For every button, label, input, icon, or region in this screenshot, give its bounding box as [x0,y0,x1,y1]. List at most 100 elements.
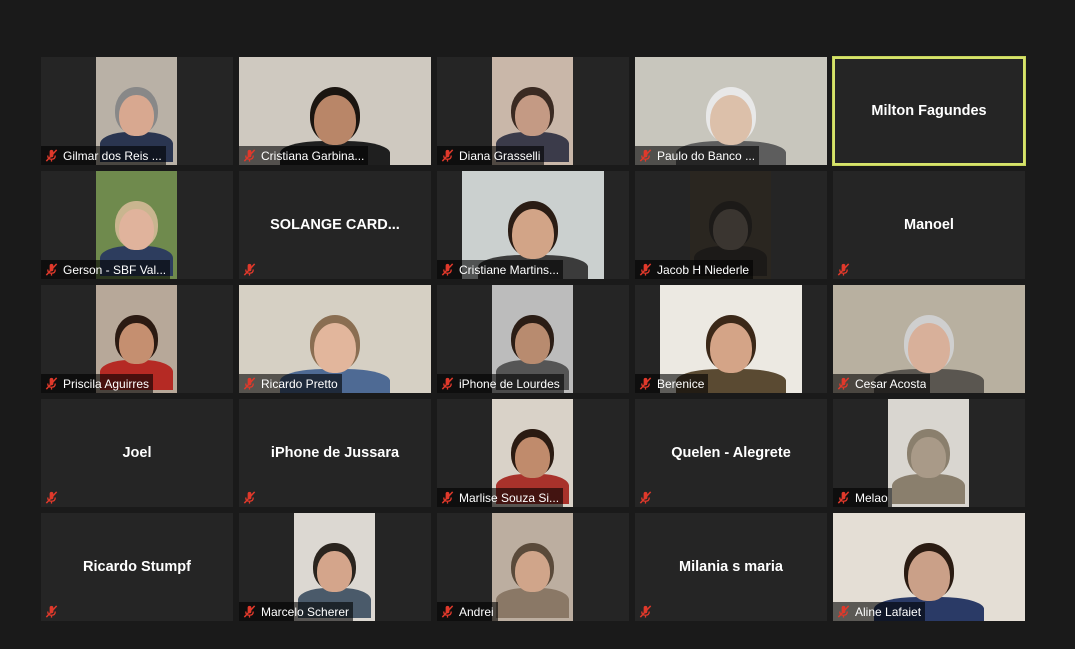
participant-name-label: Andrei [437,602,498,621]
participant-tile-milania-s-maria[interactable]: Milania s maria [635,513,827,621]
participant-tile-iphone-de-jussara[interactable]: iPhone de Jussara [239,399,431,507]
participant-name: Cristiane Martins... [459,262,560,277]
muted-mic-icon [837,605,850,618]
participant-tile-marcelo-scherer[interactable]: Marcelo Scherer [239,513,431,621]
participant-tile-andrei[interactable]: Andrei [437,513,629,621]
participant-tile-melao[interactable]: Melao [833,399,1025,507]
participant-tile-berenice[interactable]: Berenice [635,285,827,393]
participant-name-label: Melao [833,488,892,507]
participant-face [314,95,356,146]
participant-name-label: Cristiane Martins... [437,260,564,279]
participant-name-label: Marcelo Scherer [239,602,354,621]
participant-mute-indicator [635,602,661,621]
participant-mute-indicator [41,488,67,507]
participant-display-name: SOLANGE CARD... [270,217,400,233]
participant-name: Cesar Acosta [855,376,927,391]
muted-mic-icon [441,491,454,504]
participant-face [713,209,748,250]
muted-mic-icon [639,491,652,504]
participant-display-name: Manoel [904,217,954,233]
participant-display-name: Milton Fagundes [871,103,987,119]
participant-name: Gilmar dos Reis ... [63,148,162,163]
participant-display-name: Quelen - Alegrete [671,445,791,461]
participant-name: Cristiana Garbina... [261,148,365,163]
participant-face [119,323,154,364]
participant-face [515,95,550,136]
participant-face [710,95,752,146]
participant-mute-indicator [239,488,265,507]
participant-display-name: iPhone de Jussara [270,445,400,461]
participant-name-label: Paulo do Banco ... [635,146,760,165]
participant-tile-diana-grasselli[interactable]: Diana Grasselli [437,57,629,165]
muted-mic-icon [45,149,58,162]
participant-name-label: Cesar Acosta [833,374,931,393]
muted-mic-icon [243,605,256,618]
muted-mic-icon [837,377,850,390]
muted-mic-icon [243,491,256,504]
participant-name-label: Diana Grasselli [437,146,545,165]
participant-tile-quelen-alegrete[interactable]: Quelen - Alegrete [635,399,827,507]
participant-tile-iphone-de-lourdes[interactable]: iPhone de Lourdes [437,285,629,393]
participant-tile-ricardo-pretto[interactable]: Ricardo Pretto [239,285,431,393]
muted-mic-icon [837,491,850,504]
participant-body [496,587,569,618]
participant-name: Gerson - SBF Val... [63,262,167,277]
participant-name: Ricardo Pretto [261,376,338,391]
participant-face [908,551,950,602]
muted-mic-icon [837,263,850,276]
participant-mute-indicator [239,260,265,279]
participant-name: Marcelo Scherer [261,604,350,619]
participant-tile-solange-card[interactable]: SOLANGE CARD... [239,171,431,279]
participant-name-label: Aline Lafaiet [833,602,926,621]
participant-name-label: iPhone de Lourdes [437,374,564,393]
participant-tile-gerson-sbf-val[interactable]: Gerson - SBF Val... [41,171,233,279]
muted-mic-icon [441,377,454,390]
participant-tile-gilmar-dos-reis[interactable]: Gilmar dos Reis ... [41,57,233,165]
participant-face [911,437,946,478]
participant-name-label: Cristiana Garbina... [239,146,369,165]
participant-name-label: Gilmar dos Reis ... [41,146,166,165]
muted-mic-icon [639,263,652,276]
participant-tile-cesar-acosta[interactable]: Cesar Acosta [833,285,1025,393]
muted-mic-icon [243,149,256,162]
participant-face [317,551,352,592]
gallery-grid: Gilmar dos Reis ... Cristiana Garbina... D… [41,56,1026,621]
participant-name: Melao [855,490,888,505]
participant-name-label: Marlise Souza Si... [437,488,564,507]
muted-mic-icon [639,149,652,162]
participant-face [119,95,154,136]
participant-face [119,209,154,250]
participant-tile-jacob-h-niederle[interactable]: Jacob H Niederle [635,171,827,279]
participant-tile-marlise-souza-si[interactable]: Marlise Souza Si... [437,399,629,507]
participant-face [515,437,550,478]
participant-tile-joel[interactable]: Joel [41,399,233,507]
muted-mic-icon [45,491,58,504]
participant-tile-priscila-aguirres[interactable]: Priscila Aguirres [41,285,233,393]
participant-tile-cristiane-martins[interactable]: Cristiane Martins... [437,171,629,279]
participant-name: Diana Grasselli [459,148,541,163]
participant-mute-indicator [833,260,859,279]
participant-video [888,399,969,507]
participant-name: Priscila Aguirres [63,376,150,391]
muted-mic-icon [45,605,58,618]
participant-tile-milton-fagundes[interactable]: Milton Fagundes [832,56,1026,166]
participant-tile-paulo-do-banco[interactable]: Paulo do Banco ... [635,57,827,165]
participant-name: Aline Lafaiet [855,604,922,619]
participant-name-label: Berenice [635,374,709,393]
muted-mic-icon [243,263,256,276]
participant-tile-manoel[interactable]: Manoel [833,171,1025,279]
participant-face [512,209,554,260]
participant-name: Marlise Souza Si... [459,490,560,505]
participant-name-label: Ricardo Pretto [239,374,342,393]
muted-mic-icon [243,377,256,390]
participant-body [892,473,965,504]
participant-tile-ricardo-stumpf[interactable]: Ricardo Stumpf [41,513,233,621]
participant-face [314,323,356,374]
participant-tile-cristiana-garbina[interactable]: Cristiana Garbina... [239,57,431,165]
participant-face [908,323,950,374]
participant-name-label: Priscila Aguirres [41,374,154,393]
participant-display-name: Ricardo Stumpf [83,559,191,575]
muted-mic-icon [441,263,454,276]
participant-tile-aline-lafaiet[interactable]: Aline Lafaiet [833,513,1025,621]
participant-display-name: Joel [122,445,152,461]
